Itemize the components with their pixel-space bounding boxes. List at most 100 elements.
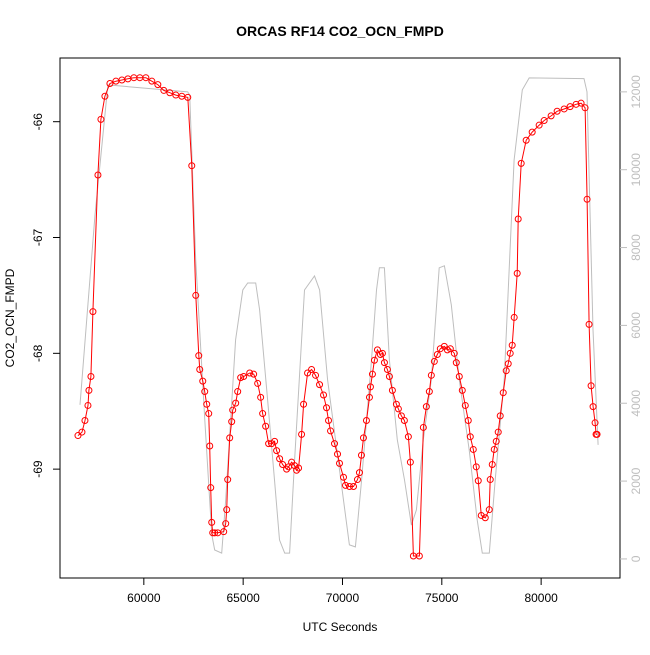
data-point [273, 447, 281, 455]
data-point [211, 529, 219, 537]
data-point [383, 366, 391, 374]
data-point [349, 483, 357, 491]
data-point [540, 117, 548, 125]
data-point [166, 89, 174, 97]
x-tick-label: 60000 [127, 591, 161, 605]
x-axis-label: UTC Seconds [303, 620, 378, 634]
data-point [355, 469, 363, 477]
data-point [587, 382, 595, 390]
x-tick-label: 80000 [524, 591, 558, 605]
data-point [406, 458, 414, 466]
data-point [148, 77, 156, 85]
data-point [203, 400, 211, 408]
data-point [89, 308, 97, 316]
data-point [160, 86, 168, 94]
data-point [469, 445, 477, 453]
data-point [427, 371, 435, 379]
data-point [205, 410, 213, 418]
data-point [528, 128, 536, 136]
data-point [455, 372, 463, 380]
data-point [208, 518, 216, 526]
data-point [304, 369, 312, 377]
data-point [461, 401, 469, 409]
data-point [404, 433, 412, 441]
data-point [474, 477, 482, 485]
data-point [226, 434, 234, 442]
data-point [365, 393, 373, 401]
data-point [271, 437, 279, 445]
data-point [496, 412, 504, 420]
data-point [436, 345, 444, 353]
data-point [506, 349, 514, 357]
data-point [452, 359, 460, 367]
data-point [222, 520, 230, 528]
data-point [566, 103, 574, 111]
data-point [339, 473, 347, 481]
data-point [585, 320, 593, 328]
data-point [97, 115, 105, 123]
chart-title: ORCAS RF14 CO2_OCN_FMPD [236, 23, 444, 39]
data-point [142, 74, 150, 82]
data-point [101, 92, 109, 100]
data-point [464, 416, 472, 424]
data-point [78, 428, 86, 436]
data-point [535, 121, 543, 129]
data-point [362, 416, 370, 424]
data-point [265, 440, 273, 448]
data-point [342, 481, 350, 489]
data-point [357, 451, 365, 459]
data-point [240, 372, 248, 380]
data-point [553, 107, 561, 115]
data-point [400, 416, 408, 424]
data-point [394, 405, 402, 413]
data-point [300, 400, 308, 408]
data-point [589, 403, 597, 411]
data-point [380, 359, 388, 367]
plot-frame [59, 57, 621, 579]
y2-tick-label: 2000 [629, 467, 643, 494]
data-point [433, 350, 441, 358]
data-point [254, 379, 262, 387]
data-point [259, 410, 267, 418]
series-line [79, 77, 599, 554]
data-point [81, 416, 89, 424]
data-point [229, 406, 237, 414]
data-point [232, 399, 240, 407]
data-point [490, 445, 498, 453]
data-point [188, 162, 196, 170]
data-point [513, 269, 521, 277]
y2-tick-label: 6000 [629, 312, 643, 339]
data-point [195, 352, 203, 360]
data-point [279, 461, 287, 469]
data-point [106, 79, 114, 87]
y-tick-label: -69 [31, 460, 45, 478]
data-point [223, 506, 231, 514]
data-point [488, 461, 496, 469]
data-point [228, 418, 236, 426]
y2-tick-label: 0 [629, 555, 643, 562]
data-point [485, 506, 493, 514]
data-point [196, 366, 204, 374]
data-point [320, 391, 328, 399]
data-point [224, 476, 232, 484]
data-point [510, 313, 518, 321]
data-point [74, 432, 82, 440]
data-point [514, 215, 522, 223]
data-point [492, 437, 500, 445]
data-point [415, 552, 423, 560]
data-point [206, 442, 214, 450]
y2-tick-label: 8000 [629, 234, 643, 261]
data-point [458, 386, 466, 394]
y-tick-label: -67 [31, 229, 45, 247]
data-point [502, 367, 510, 375]
data-point [481, 514, 489, 522]
data-point [250, 370, 258, 378]
x-tick-label: 65000 [226, 591, 260, 605]
data-point [154, 81, 162, 89]
data-point [583, 195, 591, 203]
data-point [234, 388, 242, 396]
data-point [517, 159, 525, 167]
data-point [192, 291, 200, 299]
